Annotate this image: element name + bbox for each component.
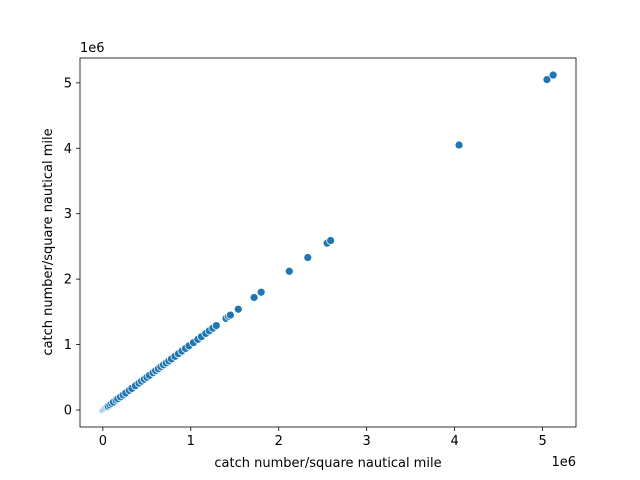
x-tick-label: 1 xyxy=(187,434,195,449)
y-axis-label: catch number/square nautical mile xyxy=(41,128,56,355)
data-point xyxy=(211,321,221,330)
data-point xyxy=(226,310,235,320)
y-tick-label: 1 xyxy=(64,338,72,353)
ticks-layer: 0 1 2 3 4 5 0 1 2 3 4 5 xyxy=(64,76,547,449)
points-layer xyxy=(98,70,558,415)
y-tick-label: 2 xyxy=(64,273,72,288)
x-axis-label: catch number/square nautical mile xyxy=(214,456,441,471)
data-point xyxy=(284,266,294,276)
data-point xyxy=(256,287,266,297)
data-point xyxy=(454,140,464,150)
data-point xyxy=(249,293,259,302)
x-tick-label: 0 xyxy=(99,434,107,449)
data-point xyxy=(542,75,552,84)
y-tick-label: 5 xyxy=(64,76,72,91)
y-tick-label: 3 xyxy=(64,207,72,222)
x-tick-label: 3 xyxy=(363,434,371,449)
x-offset-text: 1e6 xyxy=(551,455,576,470)
x-tick-label: 2 xyxy=(275,434,283,449)
y-tick-label: 4 xyxy=(64,142,72,157)
data-point xyxy=(326,236,336,245)
x-tick-label: 4 xyxy=(450,434,458,449)
y-offset-text: 1e6 xyxy=(80,41,105,56)
data-point xyxy=(303,253,313,262)
y-tick-label: 0 xyxy=(64,403,72,418)
data-point xyxy=(233,304,243,314)
plot-frame xyxy=(79,57,577,428)
data-point xyxy=(548,70,558,80)
x-tick-label: 5 xyxy=(538,434,546,449)
